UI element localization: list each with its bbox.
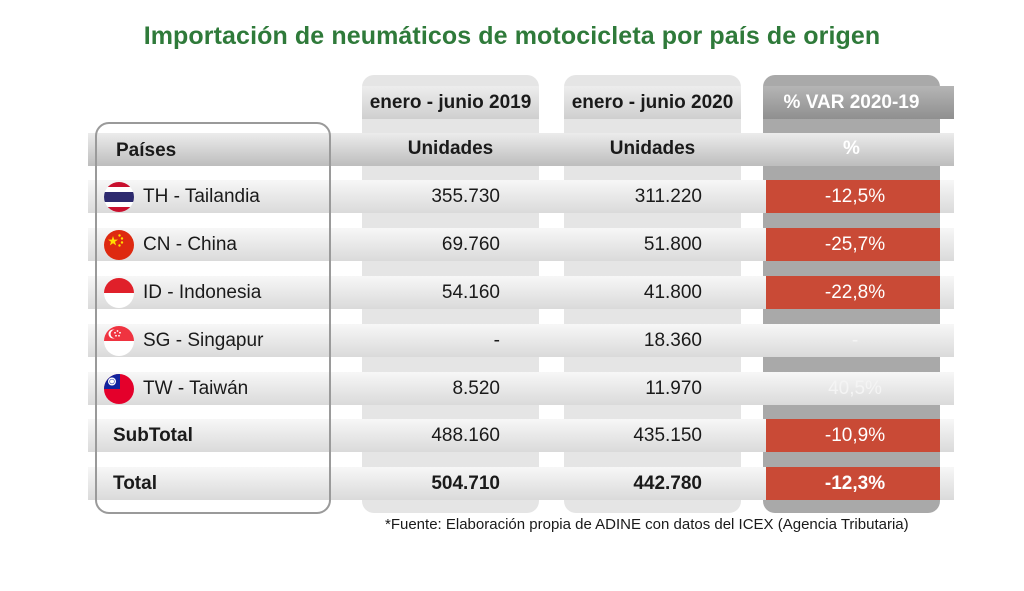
value-2020: 11.970 (645, 378, 702, 399)
column-header-units-2020: Unidades (609, 138, 696, 159)
row-band (88, 372, 954, 405)
period-header-bar-2019 (362, 86, 539, 119)
subtotal-2020: 435.150 (633, 425, 702, 446)
value-2020: 51.800 (643, 234, 702, 255)
country-column-frame (95, 122, 331, 514)
china-flag-icon (104, 230, 134, 260)
total-2020: 442.780 (633, 473, 702, 494)
column-header-units-2019: Unidades (407, 138, 494, 159)
source-note: *Fuente: Elaboración propia de ADINE con… (385, 516, 909, 533)
total-label: Total (113, 473, 157, 494)
value-var: -22,8% (824, 282, 886, 303)
column-header-band (88, 133, 954, 166)
country-name: TH - Tailandia (143, 186, 260, 207)
country-name: ID - Indonesia (143, 282, 262, 303)
value-var: 40,5% (828, 378, 882, 399)
singapore-flag-icon (104, 326, 134, 356)
value-2020: 311.220 (634, 186, 702, 207)
var-highlight-cell (766, 419, 940, 452)
subtotal-label: SubTotal (113, 425, 193, 446)
thailand-flag-icon (104, 182, 134, 212)
value-var: -25,7% (824, 234, 886, 255)
country-name: CN - China (143, 234, 237, 255)
value-2020: 18.360 (643, 330, 702, 351)
period-header-bar-var (763, 86, 954, 119)
subtotal-var: -10,9% (824, 425, 886, 446)
row-band (88, 324, 954, 357)
country-name: SG - Singapur (143, 330, 264, 351)
total-2019: 504.710 (431, 473, 500, 494)
indonesia-flag-icon (104, 278, 134, 308)
column-header-countries: Países (116, 140, 177, 161)
value-2020: 41.800 (643, 282, 702, 303)
value-2019: 8.520 (452, 378, 500, 399)
value-2019: 69.760 (441, 234, 500, 255)
column-header-percent: % (843, 138, 860, 159)
chart-title: Importación de neumáticos de motocicleta… (143, 22, 881, 50)
subtotal-2019: 488.160 (431, 425, 500, 446)
value-var: - (851, 330, 859, 351)
period-header-2019: enero - junio 2019 (369, 92, 532, 113)
value-2019: - (493, 330, 500, 351)
value-2019: 355.730 (431, 186, 500, 207)
value-var: -12,5% (824, 186, 886, 207)
var-highlight-cell (766, 180, 940, 213)
var-highlight-cell (766, 276, 940, 309)
period-header-var: % VAR 2020-19 (783, 92, 920, 113)
var-highlight-cell (766, 228, 940, 261)
period-header-bar-2020 (564, 86, 741, 119)
var-highlight-cell (766, 467, 940, 500)
country-name: TW - Taiwán (143, 378, 249, 399)
value-2019: 54.160 (441, 282, 500, 303)
taiwan-flag-icon (104, 374, 134, 404)
total-var: -12,3% (824, 473, 886, 494)
period-header-2020: enero - junio 2020 (571, 92, 734, 113)
